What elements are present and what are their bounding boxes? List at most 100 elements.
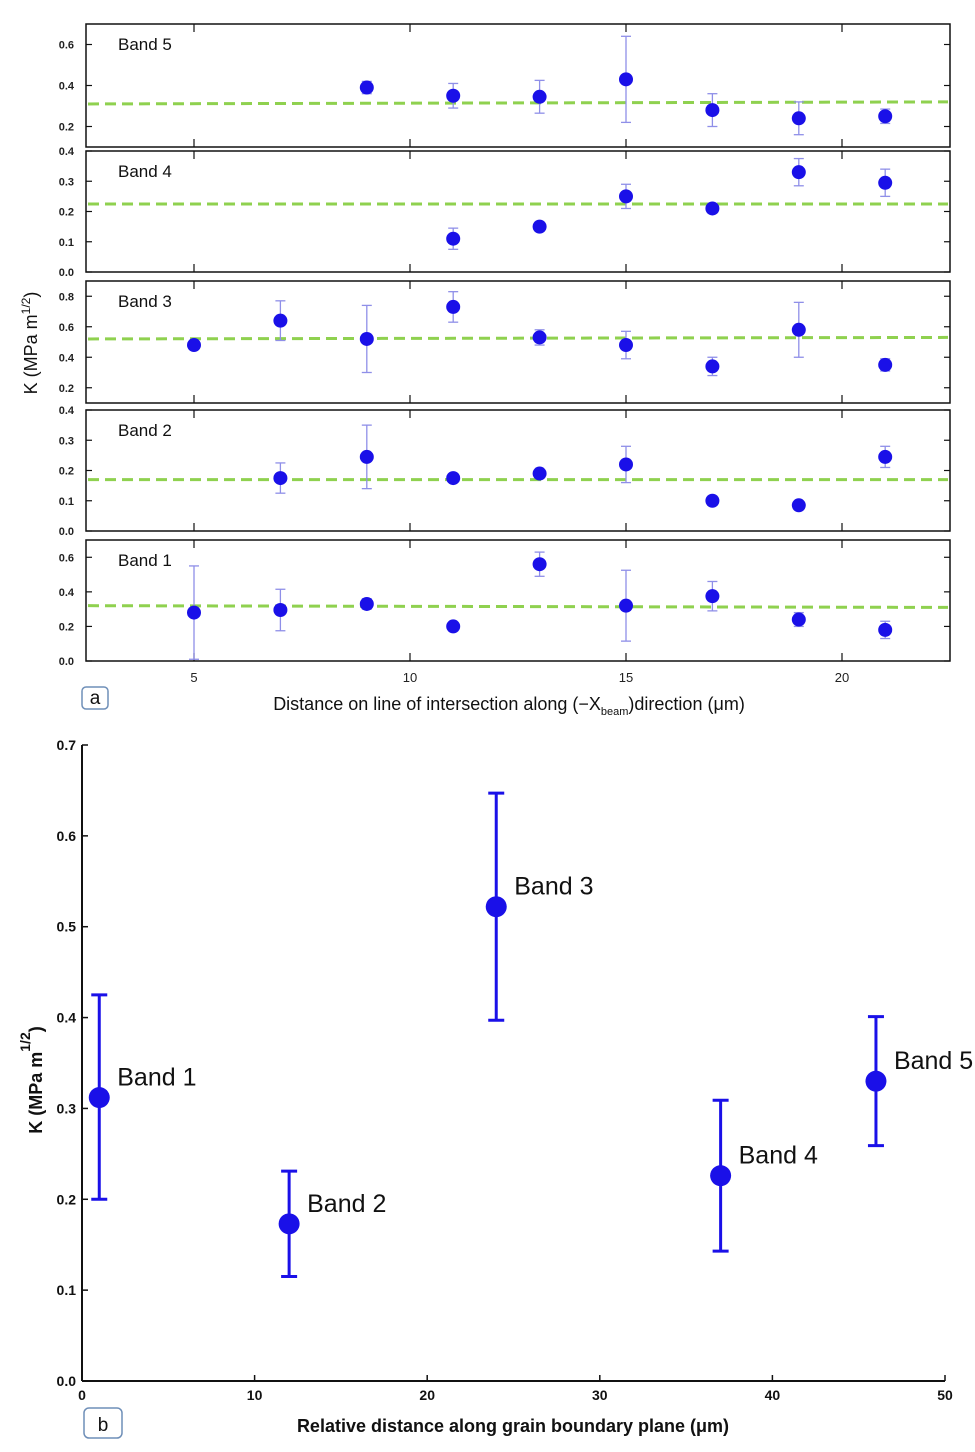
panel-a-band-4: 0.0 0.1 0.2 0.3 0.4 Band 4 (59, 146, 951, 279)
y-tick-label: 0.4 (59, 405, 75, 417)
y-tick-label: 0.0 (59, 656, 74, 668)
panel-frame (85, 409, 951, 532)
data-point (273, 603, 288, 618)
y-tick-label: 0.4 (59, 587, 75, 599)
panel-letter-box (81, 686, 109, 710)
data-point (791, 498, 806, 513)
x-axis-label-main: Distance on line of intersection along (… (273, 694, 601, 714)
x-axis-label-end: )direction (μm) (628, 694, 744, 714)
y-axis-label-main: K (MPa m (26, 1052, 46, 1134)
data-point (446, 231, 461, 246)
y-tick-label: 0.3 (59, 176, 74, 188)
y-axis-label-b: K (MPa m1/2) (17, 1026, 46, 1133)
y-tick-label: 0.3 (57, 1100, 77, 1116)
x-tick-label: 20 (419, 1387, 435, 1403)
data-point (359, 449, 374, 464)
y-tick-label: 0.4 (59, 81, 75, 93)
x-axis-label-sub: beam (601, 706, 629, 718)
data-point (791, 165, 806, 180)
y-tick-label: 0.1 (59, 237, 74, 249)
y-axis-label-end: ) (26, 1026, 46, 1032)
data-point (532, 466, 547, 481)
y-tick-label: 0.2 (59, 122, 74, 134)
data-point (710, 1165, 732, 1187)
y-tick-label: 0.1 (57, 1282, 77, 1298)
y-tick-label: 0.6 (59, 40, 74, 52)
data-point (878, 109, 893, 124)
y-axis-label-end: ) (21, 292, 41, 298)
panel-letter: b (98, 1415, 109, 1436)
x-tick-label: 10 (403, 670, 417, 685)
x-tick-label: 50 (937, 1387, 953, 1403)
y-tick-label: 0.6 (59, 552, 74, 564)
x-tick-label: 30 (592, 1387, 608, 1403)
data-point (485, 896, 507, 918)
x-axis-label-b: Relative distance along grain boundary p… (297, 1416, 729, 1436)
data-point (446, 299, 461, 314)
panel-letter: a (90, 688, 101, 709)
data-point (619, 189, 633, 204)
x-tick-label: 15 (619, 670, 633, 685)
y-axis-label-main: K (MPa m (21, 314, 41, 394)
y-tick-label: 0.7 (57, 737, 77, 753)
data-label: Band 3 (514, 873, 593, 901)
data-point (446, 619, 461, 634)
y-tick-label: 0.8 (59, 291, 74, 303)
data-point (619, 72, 633, 87)
data-point (705, 589, 720, 604)
data-point (359, 596, 374, 611)
y-tick-label: 0.4 (59, 352, 75, 364)
data-point (865, 1070, 887, 1092)
data-point (791, 322, 806, 337)
band-label: Band 1 (118, 551, 172, 570)
data-point (619, 457, 633, 472)
data-label: Band 2 (307, 1190, 386, 1218)
data-label: Band 4 (739, 1142, 818, 1170)
y-tick-label: 0.3 (59, 435, 74, 447)
data-point (878, 175, 893, 190)
band-label: Band 2 (118, 421, 172, 440)
data-point (187, 338, 201, 353)
panel-a-band-1: 0.0 0.2 0.4 0.6 Band 1 (59, 539, 951, 668)
x-tick-label: 10 (247, 1387, 263, 1403)
y-axis-label: K (MPa m1/2) (19, 292, 41, 395)
mean-line (87, 100, 949, 106)
data-point (532, 557, 547, 572)
data-point (878, 622, 893, 637)
panel-letter-box (83, 1407, 123, 1439)
x-axis-label: Distance on line of intersection along (… (273, 694, 745, 718)
data-point (446, 88, 461, 103)
y-tick-label: 0.2 (59, 383, 74, 395)
x-tick-label: 5 (190, 670, 197, 685)
data-label: Band 1 (117, 1064, 196, 1092)
data-point (532, 89, 547, 104)
data-point (705, 103, 720, 118)
y-tick-label: 0.2 (59, 621, 74, 633)
data-point (705, 493, 720, 508)
panel-frame (85, 280, 951, 404)
data-point (878, 449, 893, 464)
data-point (532, 330, 547, 345)
y-tick-label: 0.2 (59, 207, 74, 219)
data-point (532, 219, 547, 234)
y-tick-label: 0.0 (59, 526, 74, 538)
y-tick-label: 0.0 (59, 267, 74, 279)
data-point (273, 313, 288, 328)
mean-line (87, 604, 949, 609)
data-label: Band 5 (894, 1047, 973, 1075)
y-tick-label: 0.0 (57, 1373, 77, 1389)
data-point (791, 612, 806, 627)
x-tick-label: 0 (78, 1387, 86, 1403)
y-axis-label-sup: 1/2 (17, 1032, 33, 1052)
panel-a-band-3: 0.2 0.4 0.6 0.8 Band 3 (59, 280, 951, 404)
panel-a-band-5: 0.2 0.4 0.6 Band 5 (59, 23, 951, 148)
data-point (705, 359, 720, 374)
band-label: Band 3 (118, 292, 172, 311)
y-tick-label: 0.4 (59, 146, 75, 158)
band-label: Band 4 (118, 162, 172, 181)
band-label: Band 5 (118, 35, 172, 54)
data-point (359, 331, 374, 346)
panel-frame (85, 23, 951, 148)
y-tick-label: 0.6 (57, 828, 77, 844)
